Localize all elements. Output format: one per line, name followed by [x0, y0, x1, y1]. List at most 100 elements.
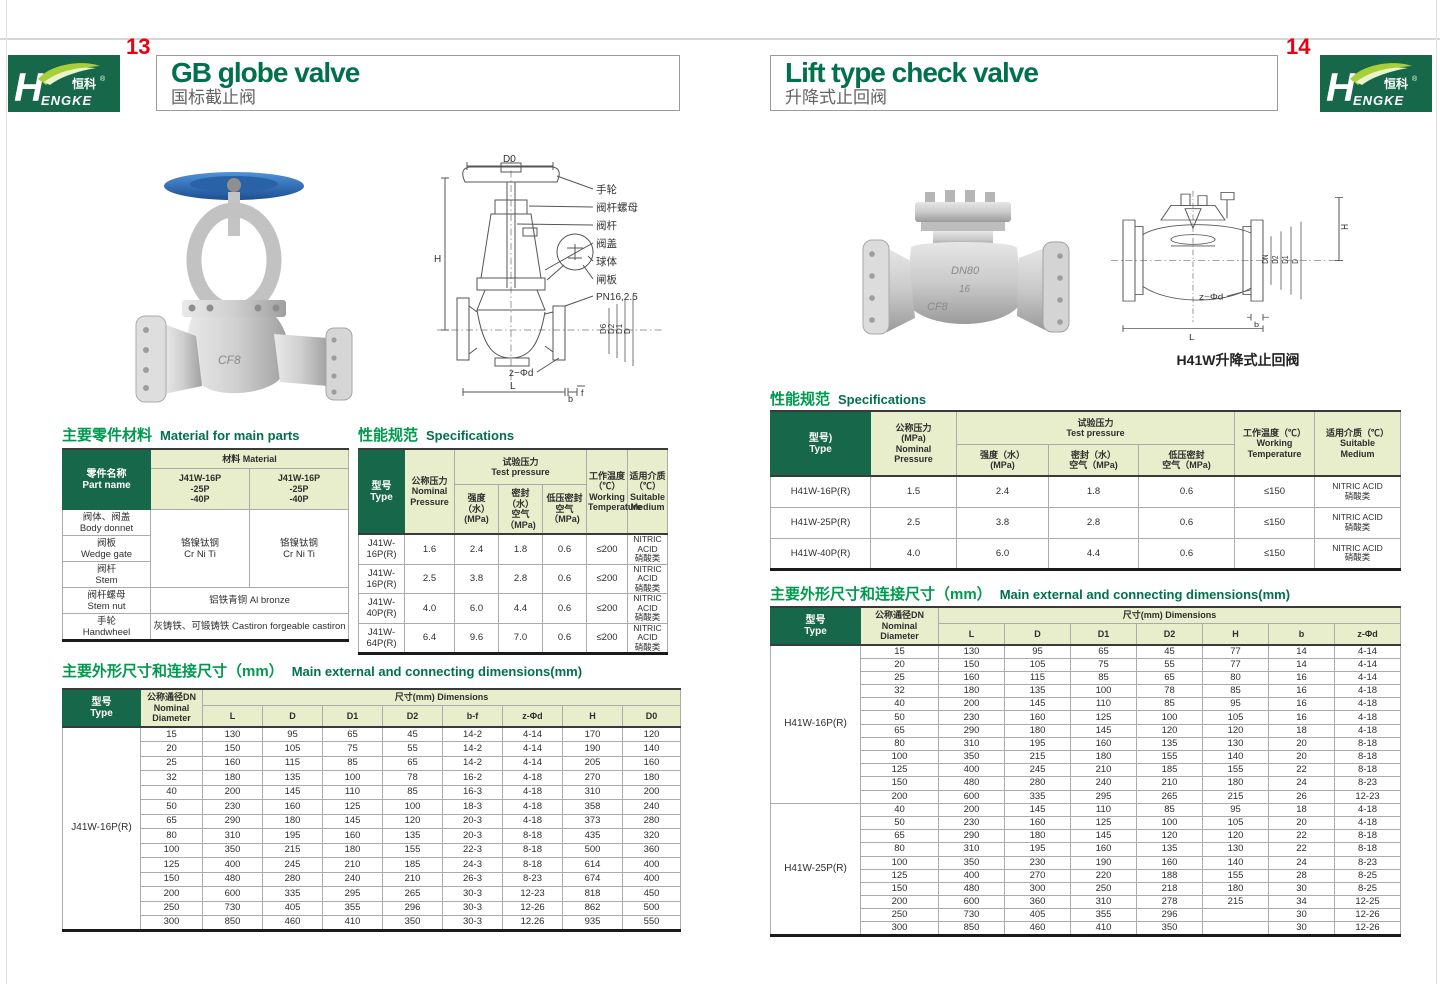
logo-h-glyph: H — [1326, 66, 1356, 110]
table-row: 65 290 180 145 120 120 18 4-18 — [771, 723, 1402, 738]
cell: 850 — [938, 921, 1005, 936]
header-strength: 强度（水） (MPa) — [454, 484, 499, 535]
cell: NITRIC ACID 硝酸类 — [1314, 475, 1401, 508]
cell: 862 — [562, 900, 623, 916]
cell: 100 — [1070, 684, 1137, 699]
cell: 4-18 — [1333, 697, 1402, 712]
table-row: 手轮 Handwheel 灰铸铁、可锻铸铁 Castiron forgeable… — [62, 613, 350, 641]
cell: 230 — [1004, 855, 1071, 870]
cell: 110 — [322, 784, 383, 800]
cell — [1202, 921, 1269, 936]
header-col-d: D — [1004, 623, 1071, 646]
cell: 355 — [322, 900, 383, 916]
material-title-en: Material for main parts — [160, 428, 300, 443]
header-nominal-pressure: 公称压力 (MPa) Nominal Pressure — [870, 410, 957, 477]
cell: 20 — [860, 657, 939, 672]
cell: 180 — [202, 770, 263, 786]
table-row: 40 200 145 110 85 95 16 4-18 — [771, 697, 1402, 712]
cell: 310 — [202, 828, 263, 844]
cell: 14-2 — [442, 741, 503, 757]
cell: 4-18 — [1333, 710, 1402, 725]
cell: 4-18 — [502, 813, 563, 829]
dim-d: D — [623, 328, 632, 334]
table-row: 150 480 300 250 218 180 30 8-25 — [771, 881, 1402, 897]
cell: 95 — [1004, 644, 1071, 659]
dim-l: L — [1189, 333, 1195, 342]
header-dimensions-band: 尺寸(mm) Dimensions — [201, 688, 682, 706]
logo-leaf-highlight-icon — [1356, 67, 1408, 85]
table-row: 100 350 215 180 155 140 20 8-18 — [771, 749, 1402, 765]
table-row: 20 150 105 75 55 14-2 4-14 190 140 — [63, 741, 682, 757]
label-disc: 闸板 — [596, 273, 617, 286]
cell: 4-18 — [1333, 802, 1402, 817]
cell: 125 — [860, 868, 939, 883]
cell: 12.26 — [502, 915, 563, 931]
table-row: 300 850 460 410 350 30 12-26 — [771, 921, 1402, 936]
cell: 1.8 — [1048, 475, 1139, 508]
cell: 130 — [938, 644, 1005, 659]
header-suitable-medium: 适用介质 （℃） Suitable Medium — [627, 448, 668, 535]
cell: 300 — [860, 921, 939, 936]
cell: 4-14 — [1333, 670, 1402, 686]
table-row: 200 600 335 295 265 30-3 12-23 818 450 — [63, 886, 682, 902]
dim-d2: D2 — [1270, 256, 1280, 264]
cell: 4-14 — [502, 755, 563, 771]
cell: 8-25 — [1333, 881, 1402, 897]
cell: 280 — [1004, 776, 1071, 791]
cell: 360 — [621, 842, 682, 858]
valve-body — [905, 242, 1023, 324]
cell: 230 — [938, 815, 1005, 831]
cell: 12-26 — [1333, 908, 1402, 923]
header-col-l: L — [202, 705, 263, 728]
logo-zh: 恒科 — [72, 76, 96, 91]
cell: 2.8 — [1048, 506, 1139, 539]
body-bottom — [1142, 286, 1252, 301]
cell: 手轮 Handwheel — [62, 613, 151, 641]
cell: 160 — [262, 799, 323, 815]
cell: 290 — [202, 813, 263, 829]
right-dims-title-zh: 主要外形尺寸和连接尺寸（mm） — [770, 586, 992, 603]
label-ball: 球体 — [596, 255, 617, 268]
cell: 310 — [938, 736, 1005, 752]
cell: 8-18 — [502, 842, 563, 858]
header-dimensions-band: 尺寸(mm) Dimensions — [937, 606, 1402, 624]
cell: NITRIC ACID 硝酸类 — [627, 593, 668, 624]
cell: 460 — [1004, 921, 1071, 936]
dim-h: H — [434, 254, 441, 265]
header-col-b: b — [1268, 623, 1335, 646]
cell: 20 — [1268, 736, 1335, 752]
cell: 300 — [1004, 881, 1071, 897]
header-nominal-pressure: 公称压力 Nominal Pressure — [404, 448, 455, 535]
header-col-zphid: z-Φd — [1333, 623, 1402, 646]
cell: 12-23 — [1333, 789, 1402, 804]
cell: 65 — [1070, 644, 1137, 659]
cell: 115 — [1004, 670, 1071, 686]
cell: 180 — [1202, 776, 1269, 791]
header-type: 型号 Type — [358, 448, 405, 535]
table-row: J41W-64P(R) 6.4 9.6 7.0 0.6 ≤200 NITRIC ACID 硝… — [358, 622, 668, 654]
cell: 240 — [322, 871, 383, 887]
cell: 4-18 — [1333, 684, 1402, 699]
cell: 150 — [140, 871, 203, 887]
header-part-name: 零件名称 Part name — [62, 448, 151, 510]
cell: 铬镍钛钢 Cr Ni Ti — [248, 509, 350, 588]
cell: 160 — [1136, 855, 1203, 870]
cell: ≤150 — [1234, 506, 1315, 539]
cell: 77 — [1202, 657, 1269, 672]
cell: ≤200 — [586, 593, 628, 624]
bonnet-flange — [182, 300, 286, 317]
cell: 7.0 — [498, 622, 543, 654]
table-row: J41W-40P(R) 4.0 6.0 4.4 0.6 ≤200 NITRIC ACID 硝… — [358, 593, 668, 624]
table-row: 300 850 460 410 350 30-3 12.26 935 550 — [63, 915, 682, 931]
table-row: 阀体、阀盖 Body donnet 铬镍钛钢 Cr Ni Ti 铬镍钛钢 Cr … — [62, 509, 350, 588]
logo-zh: 恒科 — [1384, 76, 1408, 91]
cell: 130 — [202, 726, 263, 742]
dim-f: f — [581, 388, 584, 398]
right-spec-title-en: Specifications — [838, 392, 927, 407]
cell: 85 — [1202, 684, 1269, 699]
cell: 75 — [322, 741, 383, 757]
cell: 400 — [621, 857, 682, 873]
right-spec-table: 型号) Type 公称压力 (MPa) Nominal Pressure 试验压… — [770, 410, 1401, 571]
cell: 4.4 — [498, 593, 543, 624]
cell: 400 — [621, 871, 682, 887]
